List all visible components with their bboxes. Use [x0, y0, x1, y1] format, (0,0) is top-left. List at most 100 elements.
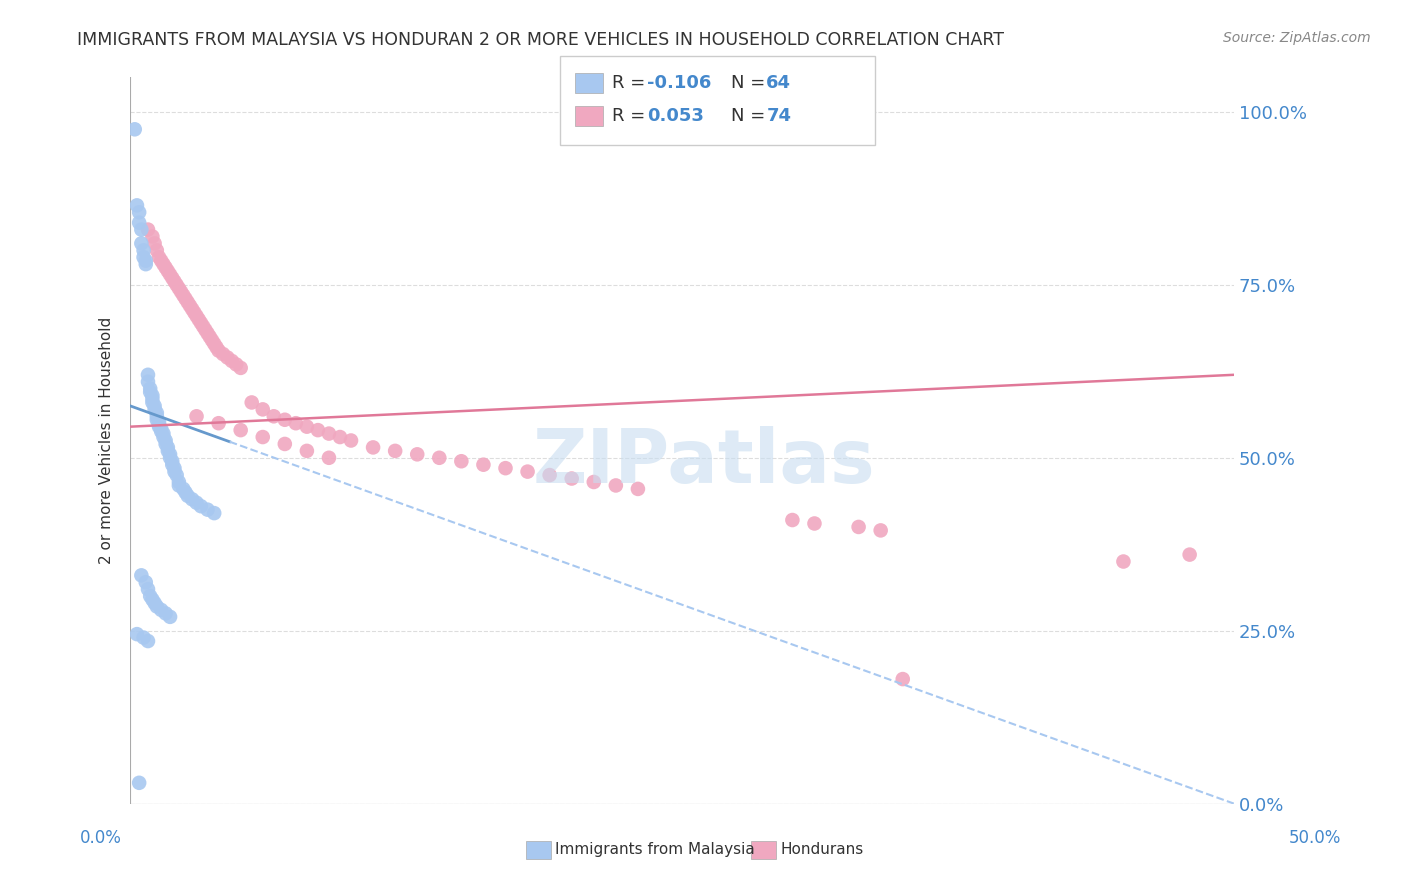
Point	[172, 288, 194, 302]
Point	[221, 354, 243, 368]
Point	[159, 447, 181, 461]
Point	[207, 343, 229, 358]
Point	[198, 330, 221, 344]
Point	[187, 312, 209, 326]
Point	[125, 198, 148, 212]
Point	[135, 575, 157, 590]
Point	[295, 419, 318, 434]
Point	[167, 281, 190, 295]
Point	[131, 222, 153, 236]
Point	[177, 489, 200, 503]
Point	[516, 465, 538, 479]
Text: N =: N =	[731, 74, 770, 92]
Point	[124, 122, 146, 136]
Text: N =: N =	[731, 107, 770, 125]
Point	[361, 441, 384, 455]
Point	[150, 603, 173, 617]
Point	[803, 516, 825, 531]
Y-axis label: 2 or more Vehicles in Household: 2 or more Vehicles in Household	[100, 317, 114, 564]
Point	[166, 468, 188, 483]
Point	[143, 236, 166, 251]
Point	[132, 631, 155, 645]
Point	[156, 264, 179, 278]
Text: Hondurans: Hondurans	[780, 842, 863, 856]
Point	[274, 437, 297, 451]
Point	[201, 333, 224, 347]
Point	[131, 568, 153, 582]
Point	[538, 468, 561, 483]
Point	[128, 776, 150, 790]
Point	[136, 368, 159, 382]
Point	[155, 607, 177, 621]
Point	[148, 417, 170, 432]
Point	[207, 416, 229, 430]
Point	[148, 415, 170, 429]
Point	[217, 351, 239, 365]
Point	[141, 592, 163, 607]
Point	[135, 257, 157, 271]
Text: ZIPatlas: ZIPatlas	[533, 425, 876, 499]
Point	[181, 302, 204, 317]
Point	[186, 496, 208, 510]
Point	[132, 250, 155, 264]
Text: R =: R =	[612, 74, 651, 92]
Point	[212, 347, 235, 361]
Point	[136, 634, 159, 648]
Point	[143, 402, 166, 417]
Text: 74: 74	[766, 107, 792, 125]
Point	[155, 437, 177, 451]
Point	[181, 492, 204, 507]
Point	[174, 485, 197, 500]
Point	[190, 316, 212, 330]
Point	[163, 461, 186, 475]
Point	[202, 506, 225, 520]
Point	[1178, 548, 1201, 562]
Point	[295, 443, 318, 458]
Point	[152, 430, 174, 444]
Point	[205, 340, 228, 354]
Point	[170, 285, 193, 299]
Point	[197, 502, 219, 516]
Point	[148, 419, 170, 434]
Point	[177, 295, 200, 310]
Point	[167, 478, 190, 492]
Text: Immigrants from Malaysia: Immigrants from Malaysia	[555, 842, 755, 856]
Point	[143, 399, 166, 413]
Point	[141, 395, 163, 409]
Point	[146, 244, 169, 258]
Point	[146, 599, 169, 614]
Point	[240, 395, 263, 409]
Point	[152, 426, 174, 441]
Point	[495, 461, 517, 475]
Point	[229, 423, 252, 437]
Point	[252, 430, 274, 444]
Point	[159, 268, 181, 282]
Point	[179, 299, 201, 313]
Text: R =: R =	[612, 107, 651, 125]
Point	[146, 413, 169, 427]
Point	[139, 382, 162, 396]
Point	[406, 447, 429, 461]
Point	[186, 309, 208, 323]
Point	[427, 450, 450, 465]
Point	[450, 454, 472, 468]
Point	[174, 292, 197, 306]
Text: 64: 64	[766, 74, 792, 92]
Point	[318, 450, 340, 465]
Point	[252, 402, 274, 417]
Point	[136, 582, 159, 597]
Point	[190, 499, 212, 513]
Point	[848, 520, 870, 534]
Point	[162, 454, 184, 468]
Point	[1112, 555, 1135, 569]
Point	[167, 475, 190, 489]
Text: -0.106: -0.106	[647, 74, 711, 92]
Point	[139, 385, 162, 400]
Point	[135, 253, 157, 268]
Text: 50.0%: 50.0%	[1288, 829, 1341, 847]
Point	[183, 305, 205, 319]
Point	[143, 596, 166, 610]
Point	[148, 250, 170, 264]
Point	[307, 423, 329, 437]
Point	[197, 326, 219, 341]
